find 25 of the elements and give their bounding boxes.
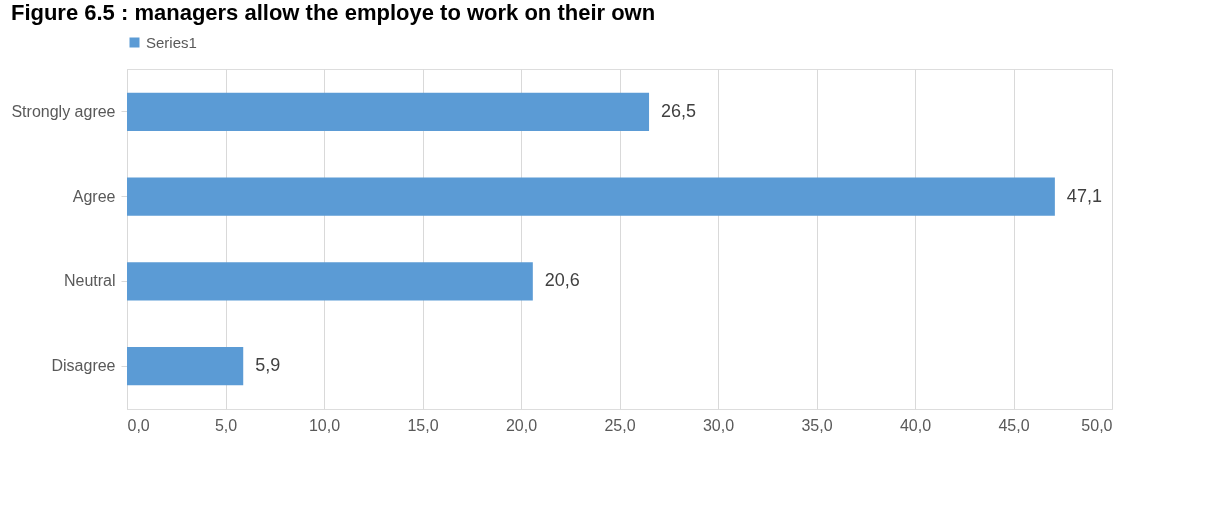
x-tick-label: 25,0 (604, 416, 636, 434)
legend-label: Series1 (146, 33, 197, 51)
x-tick-label: 40,0 (899, 416, 932, 434)
bar (127, 92, 650, 131)
y-tick-label: Neutral (63, 272, 116, 290)
bar (127, 262, 533, 301)
x-tick-label: 15,0 (407, 416, 439, 434)
x-tick-label: 35,0 (801, 416, 833, 434)
text: 20,6 (544, 270, 580, 291)
bar (127, 347, 244, 386)
x-tick-label: 10,0 (308, 416, 341, 434)
x-tick-label: 0,0 (127, 416, 150, 434)
text: 26,5 (661, 100, 697, 121)
x-tick-label: 20,0 (505, 416, 538, 434)
y-tick-label: Agree (72, 187, 116, 205)
text: 47,1 (1066, 185, 1102, 206)
y-tick-label: Strongly agree (11, 102, 116, 120)
text: 5,9 (255, 355, 281, 376)
x-tick-label: 5,0 (214, 416, 238, 434)
x-tick-label: 45,0 (998, 416, 1030, 434)
x-tick-label: 50,0 (1081, 416, 1113, 434)
x-tick-label: 30,0 (702, 416, 735, 434)
y-tick-label: Disagree (51, 357, 116, 375)
chart-title: Figure 6.5 : managers allow the employe to work on their own (10, 0, 656, 25)
bar (127, 177, 1055, 216)
